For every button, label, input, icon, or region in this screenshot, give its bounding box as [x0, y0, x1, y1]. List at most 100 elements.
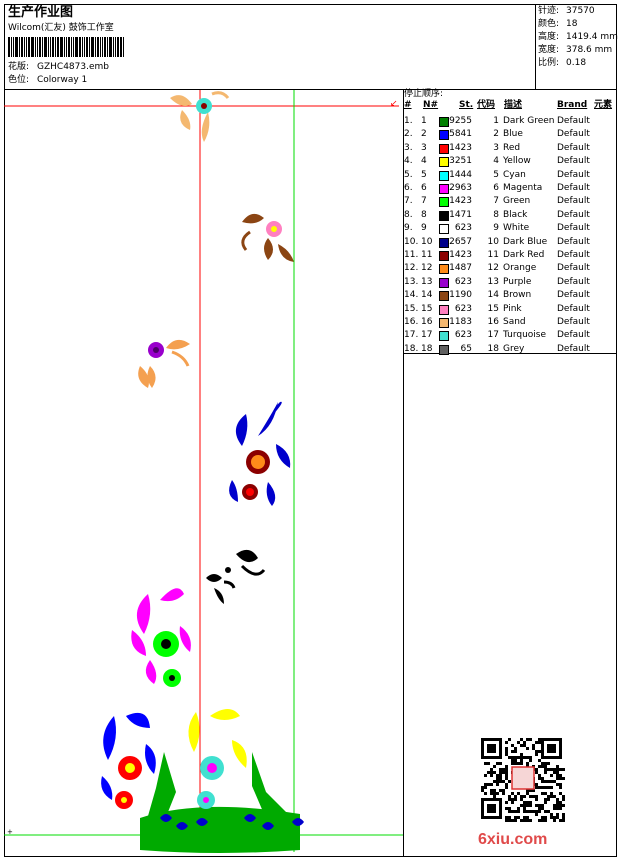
table-row: 13. 13 623 13 Purple Default — [404, 276, 616, 289]
color-code: 15 — [487, 303, 499, 314]
motif-blue-red-flowers — [229, 401, 291, 506]
colors-value: 18 — [566, 19, 578, 29]
row-index: 1. — [404, 116, 413, 126]
width-value: 378.6 mm — [566, 45, 613, 55]
width-label: 宽度: — [538, 45, 560, 55]
table-row: 15. 15 623 15 Pink Default — [404, 303, 616, 316]
color-description: Cyan — [503, 169, 526, 180]
panel-divider — [403, 89, 404, 857]
col-header-needle: N# — [423, 100, 439, 110]
needle-number: 5 — [421, 169, 427, 180]
seal-stamp — [511, 766, 535, 790]
page-title: 生产作业图 — [8, 5, 74, 20]
color-code: 5 — [493, 169, 499, 180]
row-index: 10. — [404, 236, 419, 247]
colors-label: 颜色: — [538, 19, 560, 29]
color-swatch — [439, 318, 449, 328]
color-swatch — [439, 170, 449, 181]
motif-pink-flower — [241, 213, 294, 262]
color-swatch — [439, 251, 449, 261]
row-index: 16. — [404, 317, 419, 327]
color-description: Brown — [503, 290, 532, 301]
needle-number: 11 — [421, 250, 433, 260]
row-index: 6. — [404, 183, 413, 193]
color-code: 4 — [493, 156, 499, 167]
needle-number: 13 — [421, 276, 433, 287]
color-description: Grey — [503, 343, 525, 354]
thread-brand: Default — [557, 317, 590, 327]
needle-number: 16 — [421, 317, 433, 327]
color-code: 16 — [487, 317, 499, 327]
color-swatch — [439, 237, 449, 248]
scale-value: 0.18 — [566, 58, 587, 68]
color-code: 2 — [493, 129, 499, 140]
stitch-count: 1423 — [449, 142, 472, 153]
color-swatch — [439, 143, 449, 154]
color-code: 11 — [487, 250, 499, 260]
stitch-count: 5841 — [449, 129, 472, 140]
needle-number: 7 — [421, 196, 427, 207]
color-code: 12 — [487, 263, 499, 274]
thread-brand: Default — [557, 156, 590, 167]
col-header-description: 描述 — [504, 100, 523, 110]
table-row: 14. 14 1190 14 Brown Default — [404, 289, 616, 302]
stitch-count: 3251 — [449, 156, 472, 167]
row-index: 9. — [404, 223, 413, 234]
color-description: Magenta — [503, 183, 543, 193]
color-description: Purple — [503, 276, 532, 287]
color-swatch — [439, 130, 449, 141]
thread-brand: Default — [557, 330, 590, 341]
needle-number: 9 — [421, 223, 427, 234]
row-index: 15. — [404, 303, 419, 314]
color-code: 13 — [487, 276, 499, 287]
thread-brand: Default — [557, 343, 590, 354]
color-code: 7 — [493, 196, 499, 207]
height-value: 1419.4 mm — [566, 32, 618, 42]
table-row: 17. 17 623 17 Turquoise Default — [404, 329, 616, 342]
qr-code — [481, 738, 565, 822]
color-swatch — [439, 117, 449, 127]
color-description: Blue — [503, 129, 523, 140]
stitch-count: 1423 — [449, 196, 472, 207]
color-code: 14 — [487, 290, 499, 301]
color-description: Turquoise — [503, 330, 547, 341]
thread-brand: Default — [557, 116, 590, 126]
needle-number: 14 — [421, 290, 433, 301]
height-label: 高度: — [538, 32, 560, 42]
color-swatch — [439, 197, 449, 208]
color-description: Dark Red — [503, 250, 545, 260]
color-description: Dark Green — [503, 116, 555, 126]
table-bottom-divider — [403, 353, 617, 354]
table-row: 9. 9 623 9 White Default — [404, 222, 616, 235]
thread-brand: Default — [557, 223, 590, 234]
motif-top — [170, 91, 230, 142]
color-description: Dark Blue — [503, 236, 548, 247]
stitch-count: 9255 — [449, 116, 472, 126]
stitch-count: 623 — [454, 276, 472, 287]
col-header-index: # — [404, 100, 412, 110]
stitch-count: 2657 — [449, 236, 472, 247]
color-description: Black — [503, 209, 528, 220]
row-index: 17. — [404, 330, 419, 341]
table-row: 11. 11 1423 11 Dark Red Default — [404, 249, 616, 262]
stitch-count: 1190 — [449, 290, 472, 301]
row-index: 12. — [404, 263, 419, 274]
color-description: Orange — [503, 263, 537, 274]
color-code: 6 — [493, 183, 499, 193]
row-index: 3. — [404, 142, 413, 153]
stitch-count: 1444 — [449, 169, 472, 180]
stitch-count: 1471 — [449, 209, 472, 220]
colorway-label: 色位: — [8, 75, 30, 85]
thread-brand: Default — [557, 129, 590, 140]
color-swatch — [439, 331, 449, 342]
arrow-marker-icon: ↙ — [390, 99, 398, 109]
worksheet-frame — [4, 4, 617, 857]
color-description: Yellow — [503, 156, 531, 167]
col-header-stitches: St. — [459, 100, 474, 110]
table-row: 7. 7 1423 7 Green Default — [404, 195, 616, 208]
row-index: 11. — [404, 250, 419, 260]
needle-number: 18 — [421, 343, 433, 354]
motif-bottom-border — [101, 709, 304, 853]
company-name: Wilcom(汇友) 鼓饰工作室 — [8, 23, 114, 33]
header-divider — [4, 89, 617, 90]
